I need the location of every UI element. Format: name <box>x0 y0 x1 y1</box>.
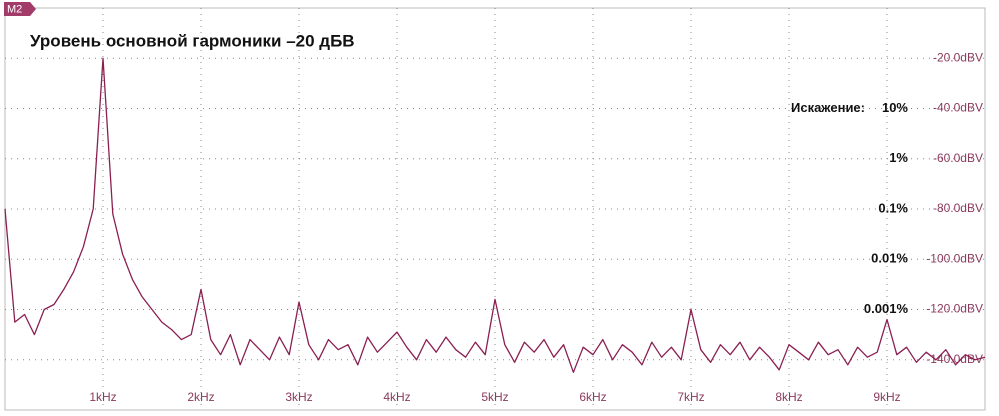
y-tick-label: -120.0dBV <box>926 302 983 316</box>
distortion-tick: 0.1% <box>878 200 908 215</box>
distortion-tick: 0.001% <box>864 301 909 316</box>
x-tick-label: 4kHz <box>383 390 410 404</box>
distortion-tick: 10% <box>882 100 908 115</box>
x-tick-label: 9kHz <box>873 390 900 404</box>
y-tick-label: -100.0dBV <box>926 251 983 265</box>
x-tick-label: 1kHz <box>89 390 116 404</box>
x-tick-label: 7kHz <box>677 390 704 404</box>
y-tick-label: -40.0dBV <box>933 101 983 115</box>
spectrum-line <box>4 57 986 373</box>
x-tick-label: 8kHz <box>775 390 802 404</box>
badge-shape <box>4 2 36 16</box>
x-tick-label: 5kHz <box>481 390 508 404</box>
badge: M2 <box>7 3 22 15</box>
distortion-tick: 1% <box>889 150 908 165</box>
distortion-label: Искажение: <box>791 100 865 115</box>
x-tick-label: 6kHz <box>579 390 606 404</box>
distortion-tick: 0.01% <box>871 251 908 266</box>
chart-title: Уровень основной гармоники –20 дБВ <box>30 31 355 50</box>
x-tick-label: 3kHz <box>285 390 312 404</box>
y-tick-label: -20.0dBV <box>933 50 983 64</box>
x-tick-label: 2kHz <box>187 390 214 404</box>
y-tick-label: -60.0dBV <box>933 151 983 165</box>
y-tick-label: -80.0dBV <box>933 201 983 215</box>
